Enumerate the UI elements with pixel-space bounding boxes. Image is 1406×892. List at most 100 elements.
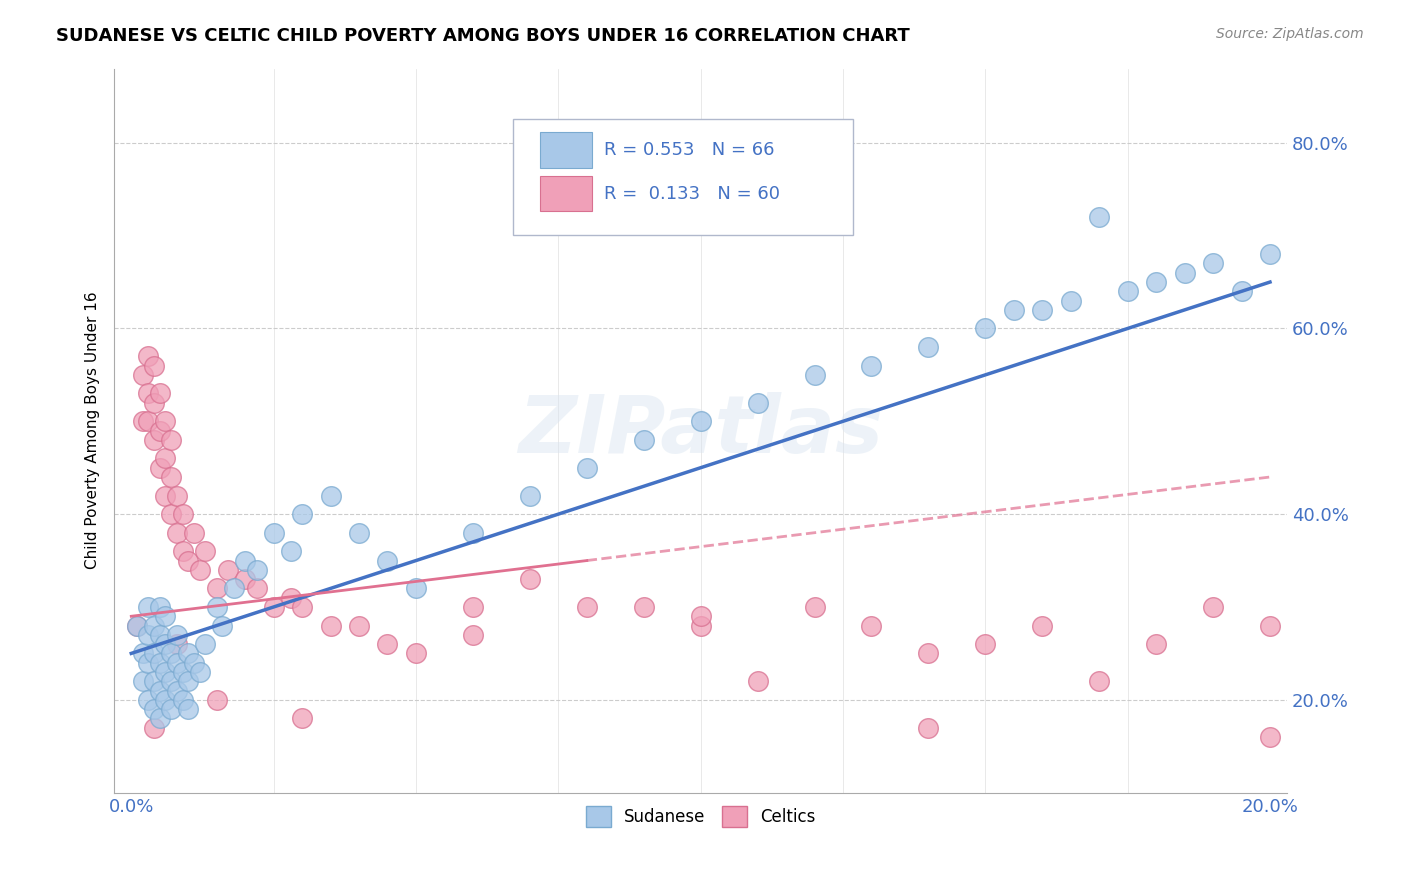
Point: [177, 674, 200, 689]
Point: [160, 674, 183, 689]
Point: [138, 349, 160, 363]
Point: [125, 618, 148, 632]
Point: [194, 544, 217, 558]
Point: [211, 618, 233, 632]
Point: [172, 507, 194, 521]
Point: [149, 683, 172, 698]
Point: [155, 451, 177, 466]
Point: [160, 702, 183, 716]
Point: [149, 599, 172, 614]
Point: [205, 599, 228, 614]
Point: [183, 525, 205, 540]
Point: [575, 460, 598, 475]
Point: [188, 665, 211, 679]
Point: [519, 572, 541, 586]
Point: [974, 637, 997, 651]
Point: [138, 628, 160, 642]
Point: [155, 489, 177, 503]
Point: [1144, 637, 1167, 651]
Point: [1144, 275, 1167, 289]
Point: [125, 618, 148, 632]
Point: [245, 563, 267, 577]
Text: ZIPatlas: ZIPatlas: [519, 392, 883, 469]
Point: [319, 489, 342, 503]
Point: [160, 647, 183, 661]
Point: [155, 637, 177, 651]
Point: [172, 544, 194, 558]
Point: [405, 582, 427, 596]
Point: [263, 599, 285, 614]
Point: [1060, 293, 1083, 308]
Point: [183, 656, 205, 670]
Point: [143, 674, 166, 689]
Point: [803, 368, 825, 382]
Point: [1258, 730, 1281, 744]
Point: [461, 599, 484, 614]
Point: [194, 637, 217, 651]
Point: [143, 702, 166, 716]
Point: [172, 693, 194, 707]
Text: R = 0.553   N = 66: R = 0.553 N = 66: [605, 141, 775, 160]
Point: [245, 582, 267, 596]
Point: [860, 359, 883, 373]
Point: [149, 711, 172, 725]
Point: [291, 507, 314, 521]
Point: [803, 599, 825, 614]
Point: [131, 647, 153, 661]
Point: [917, 721, 939, 735]
Point: [917, 647, 939, 661]
Point: [155, 414, 177, 428]
Point: [160, 507, 183, 521]
Point: [1116, 285, 1139, 299]
Point: [149, 460, 172, 475]
Point: [689, 609, 711, 624]
Point: [377, 637, 399, 651]
Text: SUDANESE VS CELTIC CHILD POVERTY AMONG BOYS UNDER 16 CORRELATION CHART: SUDANESE VS CELTIC CHILD POVERTY AMONG B…: [56, 27, 910, 45]
Point: [347, 618, 370, 632]
Point: [633, 599, 655, 614]
Text: Source: ZipAtlas.com: Source: ZipAtlas.com: [1216, 27, 1364, 41]
Point: [280, 544, 302, 558]
Point: [1088, 210, 1111, 224]
Point: [149, 386, 172, 401]
Point: [291, 711, 314, 725]
Point: [131, 368, 153, 382]
Point: [143, 721, 166, 735]
Point: [377, 553, 399, 567]
Point: [233, 553, 256, 567]
Point: [319, 618, 342, 632]
Point: [205, 582, 228, 596]
Text: R =  0.133   N = 60: R = 0.133 N = 60: [605, 185, 780, 202]
Point: [149, 424, 172, 438]
Point: [143, 647, 166, 661]
Point: [166, 683, 188, 698]
Point: [138, 656, 160, 670]
Point: [347, 525, 370, 540]
Point: [131, 414, 153, 428]
Point: [747, 674, 769, 689]
Point: [155, 693, 177, 707]
Point: [166, 656, 188, 670]
Point: [263, 525, 285, 540]
Point: [149, 628, 172, 642]
Point: [138, 386, 160, 401]
Point: [1031, 302, 1053, 317]
Point: [519, 489, 541, 503]
Point: [217, 563, 239, 577]
Point: [166, 489, 188, 503]
Point: [860, 618, 883, 632]
Point: [405, 647, 427, 661]
Point: [1174, 266, 1197, 280]
Point: [155, 665, 177, 679]
Point: [143, 395, 166, 409]
Point: [917, 340, 939, 354]
FancyBboxPatch shape: [513, 120, 853, 235]
Point: [1002, 302, 1025, 317]
Point: [1088, 674, 1111, 689]
Point: [143, 359, 166, 373]
Point: [1258, 618, 1281, 632]
Point: [747, 395, 769, 409]
Point: [166, 525, 188, 540]
Legend: Sudanese, Celtics: Sudanese, Celtics: [578, 798, 824, 835]
Point: [233, 572, 256, 586]
